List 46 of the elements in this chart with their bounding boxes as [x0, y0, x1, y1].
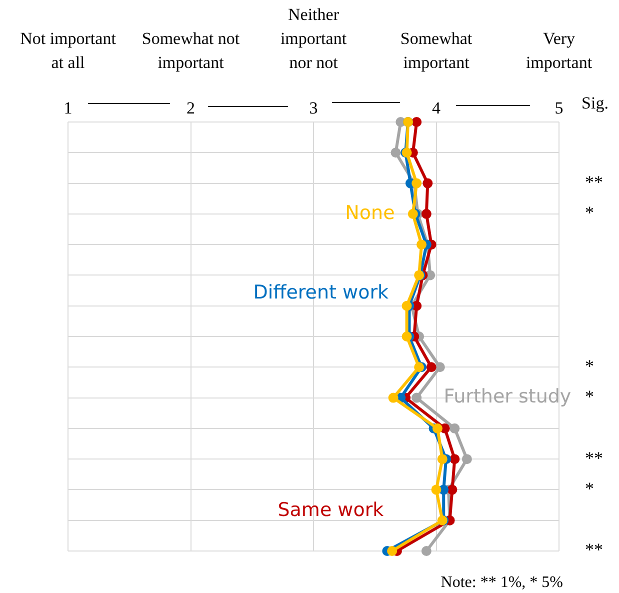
x-tick-label: 5	[554, 98, 564, 118]
point	[416, 240, 427, 250]
point	[412, 392, 422, 403]
y2-tick-label: *	[585, 356, 594, 376]
point	[431, 484, 442, 495]
point	[402, 300, 412, 311]
text: Somewhat not important	[142, 29, 240, 72]
series-label: Same work	[278, 499, 384, 522]
point	[387, 546, 398, 556]
point	[437, 454, 448, 464]
point	[421, 208, 432, 219]
y2-tick-label: *	[585, 202, 594, 223]
point	[414, 362, 424, 372]
text: Not important at all	[20, 29, 116, 72]
point	[412, 117, 422, 127]
text: Very important	[526, 29, 592, 72]
x-tick-label: 1	[64, 98, 72, 118]
point	[450, 454, 460, 464]
x-tick-label: 3	[309, 98, 318, 118]
y2-axis-title: Sig.	[582, 93, 608, 112]
y2-tick-label: *	[585, 478, 594, 498]
point	[390, 148, 401, 158]
point	[450, 423, 460, 434]
series-label: Further study	[444, 386, 572, 408]
y2-tick-label: *	[585, 386, 594, 407]
point	[432, 423, 442, 434]
point	[412, 178, 422, 188]
point	[462, 454, 472, 464]
point	[447, 484, 458, 495]
text: Neither important nor not	[280, 5, 347, 72]
point	[421, 546, 432, 556]
y2-tick-label: **	[585, 448, 603, 468]
point	[422, 178, 433, 188]
text: Somewhat important	[400, 29, 472, 72]
point	[426, 362, 436, 372]
x-tick-label: 4	[432, 98, 441, 118]
y2-tick-label: **	[585, 540, 603, 560]
series-label: Different work	[253, 282, 389, 304]
text: Note: ** 1%, * 5%	[440, 574, 563, 592]
point	[388, 392, 398, 403]
point	[408, 208, 418, 219]
point	[434, 362, 445, 372]
y2-tick-label: **	[585, 172, 603, 192]
point	[402, 332, 412, 342]
x-tick-label: 2	[186, 98, 195, 118]
series-label: None	[345, 202, 395, 224]
